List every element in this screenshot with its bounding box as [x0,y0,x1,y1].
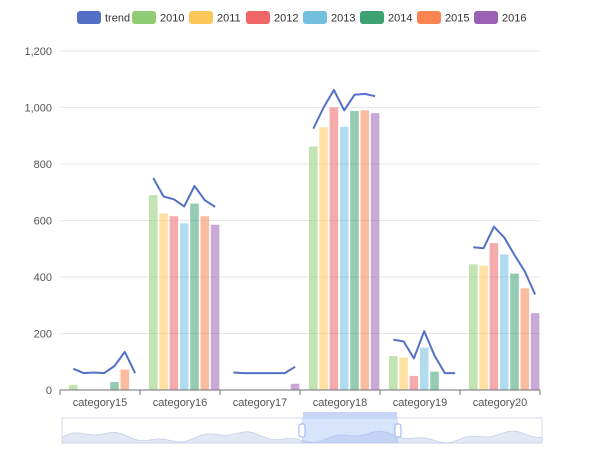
bar-2011-category20[interactable] [479,265,488,390]
legend-swatch [189,11,213,24]
trend-line-category17[interactable] [233,365,296,375]
x-category-label: category15 [73,397,127,409]
bar-2016-category18[interactable] [370,113,380,391]
data-zoom-slider[interactable] [61,412,543,444]
bar-2013-category18[interactable] [339,126,349,391]
y-tick-label: 1,200 [24,46,52,58]
legend-item[interactable]: 2011 [189,11,241,25]
y-axis: 0 200 400 600 800 1,000 1,200 [24,46,52,397]
legend-label: 2015 [445,13,469,25]
bar-2010-category15[interactable] [69,384,78,390]
bar-2012-category19[interactable] [409,375,419,390]
x-axis: category15 category16 category17 category18… [59,389,541,409]
legend-swatch [77,11,101,24]
bar-2014-category19[interactable] [430,371,439,390]
legend-item[interactable]: trend [77,11,130,25]
bar-2013-category16[interactable] [179,223,189,390]
legend-label: 2014 [388,13,412,25]
bar-2014-category20[interactable] [510,273,519,390]
x-category-label: category20 [473,397,527,409]
bar-2015-category15[interactable] [120,369,130,390]
legend-swatch [132,11,156,24]
legend-label: 2011 [217,13,241,25]
y-tick-label: 200 [34,329,52,341]
legend-item[interactable]: 2014 [360,11,412,25]
legend: trend 2010 2011 2012 2013 2014 2015 2016 [77,11,526,25]
legend-label: 2013 [331,13,355,25]
legend-item[interactable]: 2013 [303,11,355,25]
bar-2012-category16[interactable] [169,216,179,390]
x-category-label: category17 [233,397,287,409]
bar-2011-category18[interactable] [319,127,328,391]
legend-label: 2010 [160,13,184,25]
bar-2014-category15[interactable] [110,382,119,390]
bar-2014-category16[interactable] [190,203,199,390]
bar-2013-category20[interactable] [499,254,509,390]
y-tick-label: 0 [46,385,52,397]
x-category-label: category16 [153,397,207,409]
y-tick-label: 800 [34,159,52,171]
bar-2011-category19[interactable] [399,357,408,390]
trend-series [72,89,537,375]
bar-2012-category18[interactable] [329,107,339,391]
legend-swatch [246,11,270,24]
y-tick-label: 600 [34,216,52,228]
legend-item[interactable]: 2010 [132,11,184,25]
legend-label: trend [105,13,130,25]
zoom-selected-range[interactable] [302,418,398,443]
legend-item[interactable]: 2015 [417,11,469,25]
bar-2014-category18[interactable] [350,110,359,390]
bar-2010-category19[interactable] [389,356,398,390]
bar-2012-category20[interactable] [489,243,499,390]
bar-2010-category20[interactable] [469,264,478,390]
bar-2016-category20[interactable] [530,313,540,390]
zoom-start-handle[interactable] [298,423,306,438]
trend-line-category18[interactable] [312,89,376,130]
legend-item[interactable]: 2012 [246,11,298,25]
trend-line-category19[interactable] [393,330,456,375]
legend-label: 2016 [502,13,526,25]
bar-series [69,107,540,391]
bar-2010-category18[interactable] [309,146,318,390]
trend-line-category15[interactable] [72,350,136,375]
bar-2011-category16[interactable] [159,213,168,390]
x-category-label: category19 [393,397,447,409]
grid-lines [60,50,540,334]
trend-line-category20[interactable] [473,225,537,295]
bar-2015-category16[interactable] [200,216,210,390]
zoom-preview-area [61,430,543,444]
legend-swatch [417,11,441,24]
bar-2016-category16[interactable] [210,224,220,390]
y-tick-label: 1,000 [24,103,52,115]
x-category-label: category18 [313,397,367,409]
bar-2015-category20[interactable] [520,288,530,390]
legend-swatch [474,11,498,24]
zoom-move-handle[interactable] [303,412,397,418]
zoom-end-handle[interactable] [394,423,402,438]
legend-item[interactable]: 2016 [474,11,526,25]
legend-label: 2012 [274,13,298,25]
bar-2016-category17[interactable] [290,383,300,390]
y-tick-label: 400 [34,272,52,284]
legend-swatch [360,11,384,24]
bar-2010-category16[interactable] [149,195,158,390]
bar-2015-category18[interactable] [360,110,370,390]
bar-2013-category19[interactable] [419,347,429,390]
trend-line-category16[interactable] [152,177,216,208]
legend-swatch [303,11,327,24]
